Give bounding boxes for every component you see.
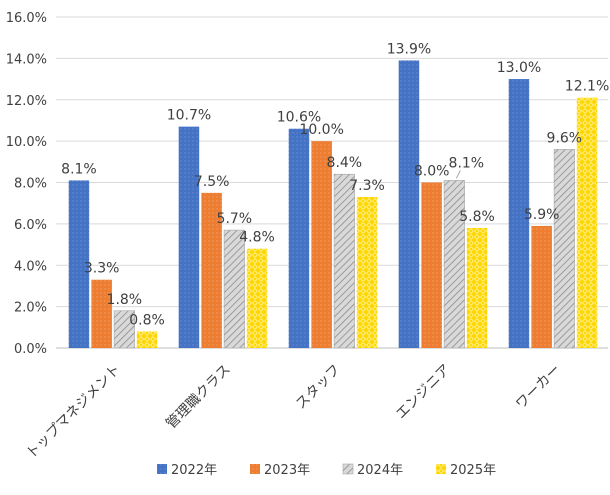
bar <box>398 60 420 348</box>
bar <box>421 182 442 348</box>
data-label: 13.0% <box>497 60 541 76</box>
bar <box>466 228 488 348</box>
legend-swatch <box>250 464 260 474</box>
data-label: 1.8% <box>107 292 143 308</box>
x-axis-category-labels: トップマネジメント 管理職クラス スタッフ エンジニア ワーカー <box>23 362 563 462</box>
bar <box>91 279 112 348</box>
data-label: 10.6% <box>277 110 321 126</box>
data-label: 8.4% <box>327 155 363 171</box>
data-label: 5.7% <box>217 211 253 227</box>
bar <box>443 180 465 349</box>
bar <box>178 126 200 348</box>
gridlines <box>56 16 608 349</box>
bar <box>311 141 332 348</box>
y-tick-label: 6.0% <box>14 218 47 233</box>
y-tick-label: 16.0% <box>6 11 47 26</box>
y-axis-tick-labels: 0.0% 2.0% 4.0% 6.0% 8.0% 10.0% 12.0% 14.0% 16.0% <box>6 11 47 357</box>
legend-label: 2023年 <box>264 463 310 478</box>
bar <box>576 97 598 349</box>
x-category-label: 管理職クラス <box>163 362 234 433</box>
y-tick-label: 14.0% <box>6 52 47 67</box>
data-label: 7.5% <box>194 174 230 190</box>
y-tick-label: 0.0% <box>14 342 47 357</box>
bar <box>553 149 575 349</box>
legend: 2022年 2023年 2024年 2025年 <box>157 463 496 478</box>
bars <box>68 60 598 349</box>
data-label: 4.8% <box>239 230 275 246</box>
y-tick-label: 4.0% <box>14 259 47 274</box>
data-label: 13.9% <box>387 41 431 57</box>
x-category-label: エンジニア <box>393 362 454 423</box>
legend-swatch <box>157 464 167 474</box>
bar <box>201 192 222 348</box>
bar <box>246 248 268 348</box>
bar <box>136 331 158 348</box>
x-category-label: トップマネジメント <box>23 362 123 462</box>
data-label: 0.8% <box>129 312 165 328</box>
bar <box>113 310 135 349</box>
data-label: 8.0% <box>414 164 450 180</box>
bar <box>508 79 530 348</box>
y-tick-label: 10.0% <box>6 135 47 150</box>
bar <box>531 225 552 348</box>
legend-label: 2024年 <box>357 463 403 478</box>
bar <box>68 180 90 348</box>
legend-swatch <box>342 463 354 475</box>
y-tick-label: 12.0% <box>6 94 47 109</box>
data-label: 8.1% <box>61 161 97 177</box>
bar <box>333 173 355 349</box>
data-label: 5.9% <box>524 207 560 223</box>
bar <box>223 229 245 349</box>
data-label: 5.8% <box>459 209 495 225</box>
bar <box>356 196 378 348</box>
y-tick-label: 8.0% <box>14 177 47 192</box>
x-category-label: ワーカー <box>513 362 564 413</box>
data-labels: 8.1% 3.3% 1.8% 0.8% 10.7% 7.5% 5.7% 4.8% 10.6%10… <box>61 41 609 328</box>
legend-label: 2025年 <box>450 463 496 478</box>
legend-swatch <box>436 464 446 474</box>
data-label: 10.7% <box>167 108 211 124</box>
data-label: 8.1% <box>449 155 485 171</box>
data-label: 12.1% <box>565 79 609 95</box>
x-category-label: スタッフ <box>293 362 344 413</box>
legend-label: 2022年 <box>171 463 217 478</box>
data-label: 3.3% <box>84 261 120 277</box>
bar <box>288 128 310 348</box>
data-label: 9.6% <box>547 130 583 146</box>
y-tick-label: 2.0% <box>14 301 47 316</box>
data-label-leader-line <box>455 170 461 179</box>
data-label: 10.0% <box>299 122 343 138</box>
data-label: 7.3% <box>349 178 385 194</box>
